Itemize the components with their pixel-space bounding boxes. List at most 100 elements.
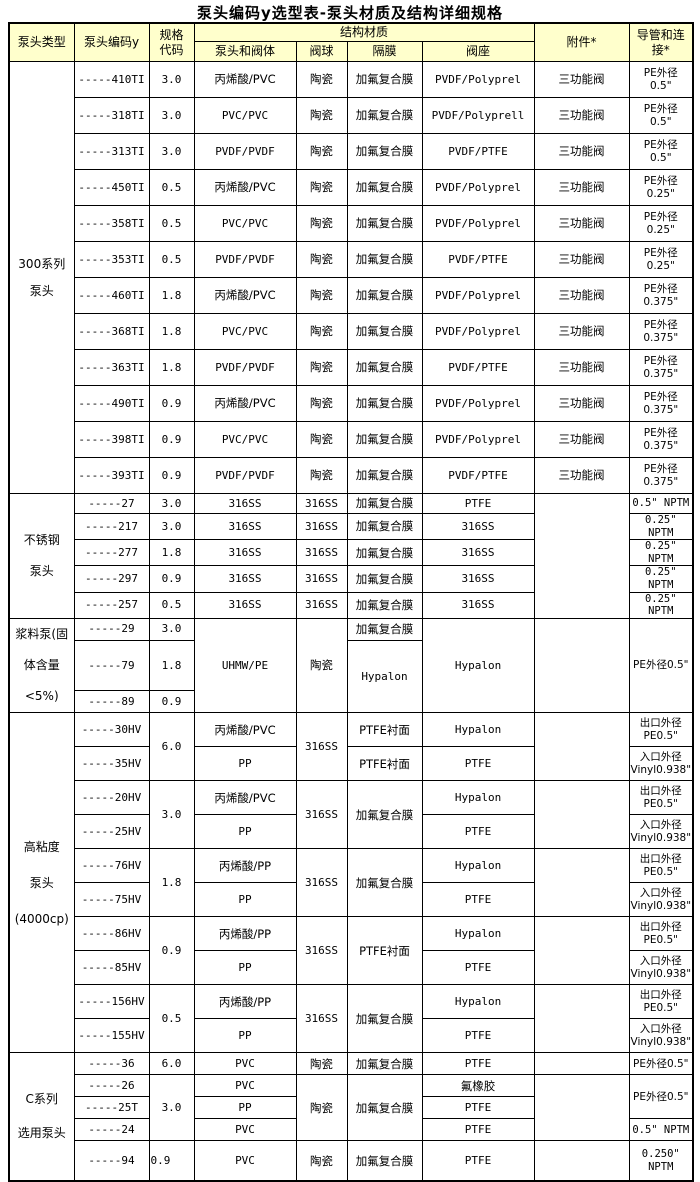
table-row: -----353TI 0.5 PVDF/PVDF 陶瓷 加氟复合膜 PVDF/PTFE 三功…	[9, 241, 694, 278]
cell-size: 3.0	[148, 617, 195, 641]
cell-seat: PTFE	[421, 493, 535, 514]
cell-code: -----318TI	[73, 97, 150, 134]
cell-body: PP	[193, 950, 297, 986]
cell-code: -----368TI	[73, 313, 150, 350]
cell-body: PVDF/PVDF	[193, 457, 297, 494]
cell-size: 0.9	[148, 690, 195, 714]
cell-accessory	[533, 1052, 630, 1076]
cell-body: PVC/PVC	[193, 97, 297, 134]
cell-body: 丙烯酸/PVC	[193, 61, 297, 98]
cell-connection: PE外径 0.375"	[628, 313, 694, 350]
cell-code: -----156HV	[73, 984, 150, 1020]
cell-seat: PVDF/Polyprel	[421, 205, 535, 242]
table-row: 高粘度 泵头 (4000cp) -----30HV 6.0 丙烯酸/PVC 316SS P…	[8, 712, 694, 1054]
cell-size: 3.0	[148, 1074, 195, 1142]
cell-accessory: 三功能阀	[533, 97, 630, 134]
cell-ball: 陶瓷	[295, 385, 348, 422]
table-row: -----450TI 0.5 丙烯酸/PVC 陶瓷 加氟复合膜 PVDF/Polyprel…	[9, 169, 694, 206]
table-row: -----86HV 0.9 丙烯酸/PP 316SS PTFE衬面 Hypalon 出口外径…	[9, 916, 694, 986]
cell-code: -----358TI	[73, 205, 150, 242]
table-row: -----85HV PP PTFE 入口外径 Vinyl0.938"	[9, 950, 694, 986]
cell-connection: PE外径 0.25"	[628, 169, 694, 206]
col-header-valve-seat: 阀座	[421, 41, 535, 62]
cell-connection: PE外径 0.5"	[628, 61, 694, 98]
cell-connection: PE外径0.5"	[628, 1052, 694, 1076]
cell-seat: PTFE	[421, 746, 535, 782]
table-row: -----460TI 1.8 丙烯酸/PVC 陶瓷 加氟复合膜 PVDF/Polyprel…	[9, 277, 694, 314]
cell-diaphragm: 加氟复合膜	[346, 591, 423, 619]
cell-diaphragm: 加氟复合膜	[346, 313, 423, 350]
cell-ball: 316SS	[295, 848, 348, 918]
cell-code: -----86HV	[73, 916, 150, 952]
cell-code: -----85HV	[73, 950, 150, 986]
cell-accessory	[533, 916, 630, 986]
page-title: 泵头编码y选型表-泵头材质及结构详细规格	[196, 4, 503, 22]
cell-accessory: 三功能阀	[533, 457, 630, 494]
section-label-series300: 300系列 泵头	[8, 61, 75, 494]
cell-seat: PTFE	[421, 1096, 535, 1120]
cell-code: -----27	[73, 493, 150, 514]
cell-connection: PE外径 0.375"	[628, 457, 694, 494]
cell-size: 3.0	[148, 493, 195, 514]
cell-diaphragm: PTFE衬面	[346, 746, 423, 782]
table-row: -----25T PP PTFE	[9, 1096, 693, 1120]
cell-body: 丙烯酸/PVC	[193, 385, 297, 422]
cell-code: -----25T	[73, 1096, 150, 1120]
cell-size: 0.5	[148, 205, 195, 242]
cell-ball: 陶瓷	[295, 1140, 348, 1182]
cell-ball: 陶瓷	[295, 133, 348, 170]
cell-connection: 0.25" NPTM	[628, 591, 694, 619]
cell-seat: PTFE	[421, 882, 535, 918]
cell-code: -----25HV	[73, 814, 150, 850]
cell-accessory: 三功能阀	[533, 133, 630, 170]
cell-accessory	[533, 984, 630, 1054]
cell-code: -----450TI	[73, 169, 150, 206]
cell-diaphragm: 加氟复合膜	[346, 61, 423, 98]
cell-body: PVC/PVC	[193, 421, 297, 458]
cell-accessory	[533, 712, 630, 782]
cell-body: 316SS	[193, 565, 297, 593]
cell-connection: 出口外径 PE0.5"	[628, 848, 694, 884]
cell-connection: PE外径 0.25"	[628, 205, 694, 242]
cell-diaphragm: 加氟复合膜	[346, 457, 423, 494]
table-row: -----358TI 0.5 PVC/PVC 陶瓷 加氟复合膜 PVDF/Polyprel…	[9, 205, 694, 242]
cell-code: -----277	[73, 539, 150, 567]
cell-connection: 出口外径 PE0.5"	[628, 984, 694, 1020]
cell-diaphragm: 加氟复合膜	[346, 97, 423, 134]
cell-body: 丙烯酸/PP	[193, 984, 297, 1020]
cell-size: 1.8	[148, 277, 195, 314]
cell-ball: 316SS	[295, 591, 348, 619]
col-header-pump-type: 泵头类型	[8, 22, 75, 62]
cell-connection: 入口外径 Vinyl0.938"	[628, 950, 694, 986]
cell-body: PP	[193, 746, 297, 782]
cell-connection: 入口外径 Vinyl0.938"	[628, 882, 694, 918]
table-row: -----398TI 0.9 PVC/PVC 陶瓷 加氟复合膜 PVDF/Polyprel…	[9, 421, 694, 458]
cell-ball: 陶瓷	[295, 1052, 348, 1076]
table-row: -----297 0.9 316SS 316SS 加氟复合膜 316SS 0.25" NPT…	[9, 565, 694, 593]
cell-code: -----398TI	[73, 421, 150, 458]
cell-diaphragm: 加氟复合膜	[346, 277, 423, 314]
cell-ball: 陶瓷	[295, 313, 348, 350]
cell-body: PVDF/PVDF	[193, 133, 297, 170]
cell-seat: PTFE	[421, 814, 535, 850]
cell-size: 0.9	[148, 1140, 195, 1182]
cell-diaphragm: 加氟复合膜	[346, 848, 423, 918]
cell-code: -----30HV	[73, 712, 150, 748]
cell-body: PVC/PVC	[193, 313, 297, 350]
cell-size: 1.8	[148, 313, 195, 350]
table-row: 300系列 泵头 -----410TI 3.0 丙烯酸/PVC 陶瓷 加氟复合膜 PVDF/…	[8, 61, 694, 494]
cell-connection: 0.25" NPTM	[628, 512, 694, 541]
cell-diaphragm: 加氟复合膜	[346, 1140, 423, 1182]
table-row: -----25HV PP PTFE 入口外径 Vinyl0.938"	[9, 814, 694, 850]
cell-size: 1.8	[148, 349, 195, 386]
cell-size: 1.8	[148, 639, 195, 692]
cell-ball: 316SS	[295, 565, 348, 593]
cell-body: PVC	[193, 1074, 297, 1098]
cell-ball: 316SS	[295, 539, 348, 567]
cell-body: 丙烯酸/PP	[193, 848, 297, 884]
cell-size: 3.0	[148, 780, 195, 850]
cell-diaphragm: 加氟复合膜	[346, 241, 423, 278]
cell-body: 丙烯酸/PP	[193, 916, 297, 952]
cell-seat: PVDF/PTFE	[421, 457, 535, 494]
cell-connection: 入口外径 Vinyl0.938"	[628, 746, 694, 782]
